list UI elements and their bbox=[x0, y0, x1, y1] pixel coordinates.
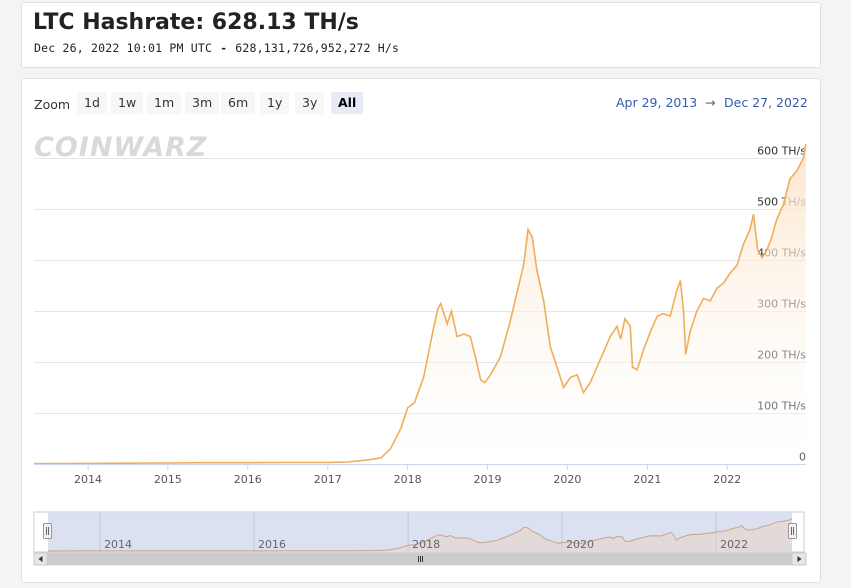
timestamp: Dec 26, 2022 10:01 PM UTC bbox=[34, 41, 213, 55]
navigator-tick-label: 2016 bbox=[258, 538, 286, 551]
x-tick-label: 2019 bbox=[473, 473, 501, 486]
hashrate-line bbox=[33, 143, 807, 465]
navigator-tick-label: 2018 bbox=[412, 538, 440, 551]
navigator-tick-label: 2022 bbox=[720, 538, 748, 551]
hashrate-full: 628,131,726,952,272 H/s bbox=[235, 41, 400, 55]
x-tick-label: 2018 bbox=[394, 473, 422, 486]
range-from[interactable]: Apr 29, 2013 bbox=[616, 95, 698, 110]
watermark-logo: COINWARZ bbox=[34, 132, 208, 163]
scrollbar-thumb[interactable] bbox=[47, 553, 792, 565]
scroll-left-arrow-icon bbox=[38, 556, 43, 562]
x-tick-label: 2017 bbox=[314, 473, 342, 486]
zoom-all-button[interactable]: All bbox=[331, 92, 364, 114]
header-card: LTC Hashrate: 628.13 TH/s Dec 26, 2022 1… bbox=[21, 2, 821, 68]
x-tick-label: 2021 bbox=[633, 473, 661, 486]
x-tick-label: 2020 bbox=[553, 473, 581, 486]
navigator-left-handle[interactable] bbox=[43, 523, 52, 539]
scrollbar[interactable] bbox=[33, 552, 807, 566]
zoom-1y-button[interactable]: 1y bbox=[260, 92, 290, 114]
zoom-1m-button[interactable]: 1m bbox=[147, 92, 182, 114]
zoom-1d-button[interactable]: 1d bbox=[77, 92, 107, 114]
scroll-right-button[interactable] bbox=[791, 552, 807, 566]
zoom-label: Zoom bbox=[34, 97, 71, 112]
chart-card: Zoom 1d 1w 1m 3m 6m 1y 3y All Apr 29, 20… bbox=[21, 78, 821, 583]
zoom-6m-button[interactable]: 6m bbox=[221, 92, 256, 114]
navigator-tick-label: 2020 bbox=[566, 538, 594, 551]
hashrate-area bbox=[34, 143, 806, 464]
navigator-labels: 2014 2016 2018 2020 2022 bbox=[104, 538, 748, 551]
zoom-3m-button[interactable]: 3m bbox=[185, 92, 220, 114]
y-tick-label: 600 TH/s bbox=[757, 145, 806, 158]
navigator[interactable]: 2014 2016 2018 2020 2022 bbox=[33, 511, 805, 553]
x-tick-label: 2022 bbox=[713, 473, 741, 486]
navigator-line bbox=[47, 518, 793, 552]
x-axis: 2014 2015 2016 2017 2018 2019 2020 2021 2022 bbox=[74, 465, 741, 486]
navigator-area bbox=[48, 518, 792, 551]
scroll-right-arrow-icon bbox=[797, 556, 802, 562]
navigator-right-handle[interactable] bbox=[788, 523, 797, 539]
navigator-tick-label: 2014 bbox=[104, 538, 132, 551]
zoom-1w-button[interactable]: 1w bbox=[111, 92, 144, 114]
scrollbar-grip-icon bbox=[418, 556, 423, 562]
subtitle: Dec 26, 2022 10:01 PM UTC -628,131,726,95… bbox=[34, 41, 399, 55]
x-tick-label: 2015 bbox=[154, 473, 182, 486]
separator: - bbox=[220, 41, 228, 55]
scroll-left-button[interactable] bbox=[33, 552, 48, 566]
x-tick-label: 2014 bbox=[74, 473, 102, 486]
zoom-3y-button[interactable]: 3y bbox=[295, 92, 325, 114]
range-separator: → bbox=[705, 95, 716, 110]
range-to[interactable]: Dec 27, 2022 bbox=[724, 95, 808, 110]
page-title: LTC Hashrate: 628.13 TH/s bbox=[33, 10, 359, 35]
x-tick-label: 2016 bbox=[234, 473, 262, 486]
